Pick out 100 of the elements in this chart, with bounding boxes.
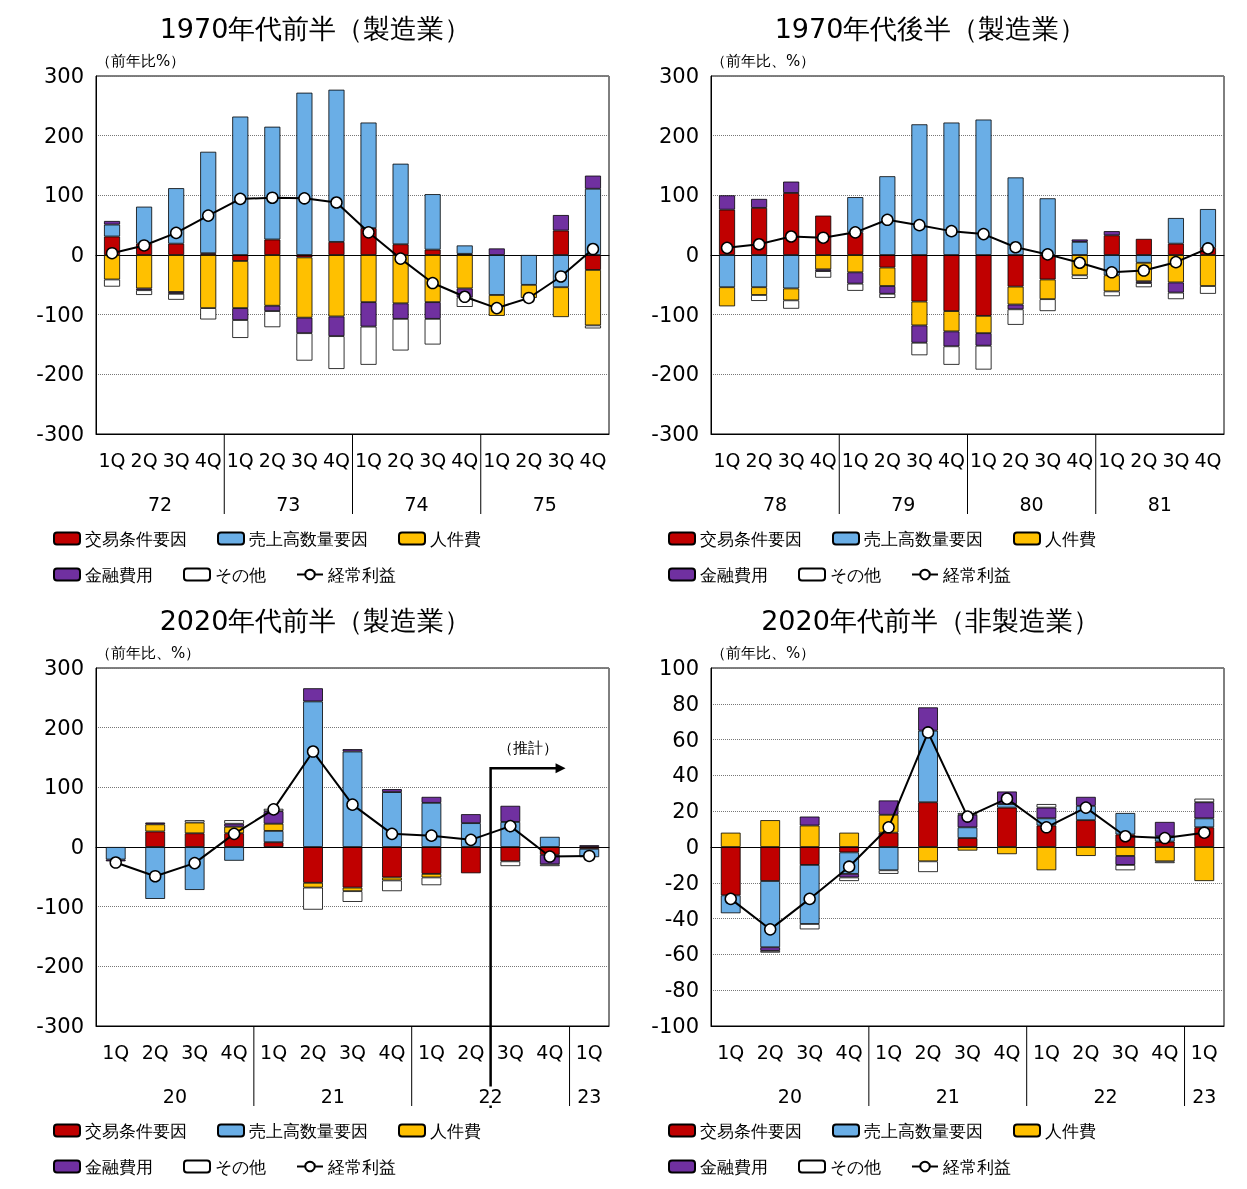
y-tick-label: -100 bbox=[651, 302, 699, 327]
legend-label: その他 bbox=[830, 1156, 881, 1177]
x-tick-label: 1Q bbox=[260, 1040, 288, 1063]
x-tick-label: 2Q bbox=[756, 1040, 784, 1063]
text: 22 bbox=[478, 1085, 503, 1107]
legend-label: 金融費用 bbox=[85, 1156, 153, 1177]
x-tick-label: 4Q bbox=[451, 448, 479, 471]
x-tick-label: 3Q bbox=[777, 448, 805, 471]
y-tick-label: -200 bbox=[36, 362, 84, 387]
x-tick-label: 4Q bbox=[1194, 448, 1222, 471]
legend-label: 交易条件要因 bbox=[700, 1120, 802, 1141]
text: 72 bbox=[148, 493, 173, 515]
x-tick-label: 1Q bbox=[102, 1040, 130, 1063]
x-tick-label: 1Q bbox=[417, 1040, 445, 1063]
x-tick-label: 1Q bbox=[717, 1040, 745, 1063]
y-tick-label: -300 bbox=[36, 422, 84, 446]
y-tick-label: 200 bbox=[43, 123, 84, 148]
x-tick-label: 3Q bbox=[1034, 448, 1062, 471]
x-tick-label: 3Q bbox=[290, 448, 318, 471]
x-tick-label: 3Q bbox=[496, 1040, 524, 1063]
legend-label: 売上高数量要因 bbox=[249, 528, 368, 549]
text: 80 bbox=[1019, 493, 1044, 515]
chart-title: 2020年代前半（非製造業） bbox=[761, 605, 1100, 636]
y-tick-label: 300 bbox=[658, 64, 699, 88]
legend-label: 経常利益 bbox=[327, 564, 396, 585]
y-tick-label: 0 bbox=[70, 835, 84, 859]
text: 78 bbox=[763, 493, 788, 515]
legend-label: 人件費 bbox=[430, 528, 481, 549]
x-tick-label: 2Q bbox=[873, 448, 901, 471]
x-tick-label: 2Q bbox=[258, 448, 286, 471]
x-tick-label: 2Q bbox=[1072, 1040, 1100, 1063]
legend-label: 売上高数量要因 bbox=[864, 1120, 983, 1141]
x-tick-label: 4Q bbox=[536, 1040, 564, 1063]
x-tick-label: 3Q bbox=[953, 1040, 982, 1063]
x-tick-label: 1Q bbox=[875, 1040, 903, 1063]
x-tick-label: 2Q bbox=[1002, 448, 1030, 471]
x-tick-label: 2Q bbox=[130, 448, 158, 471]
x-tick-label: 3Q bbox=[162, 448, 190, 471]
x-tick-label: 1Q bbox=[841, 448, 869, 471]
y-tick-label: 100 bbox=[658, 183, 699, 208]
x-tick-label: 2Q bbox=[387, 448, 415, 471]
y-tick-label: -100 bbox=[36, 302, 84, 327]
legend-label: 人件費 bbox=[430, 1120, 481, 1141]
y-tick-label: 200 bbox=[43, 715, 84, 740]
x-tick-label: 4Q bbox=[809, 448, 837, 471]
x-tick-label: 4Q bbox=[579, 448, 607, 471]
text: 74 bbox=[404, 493, 429, 515]
y-tick-label: -80 bbox=[664, 978, 699, 1003]
y-tick-label: -60 bbox=[664, 942, 699, 967]
x-tick-label: 1Q bbox=[483, 448, 511, 471]
x-tick-label: 1Q bbox=[1098, 448, 1126, 471]
text: 20 bbox=[777, 1085, 803, 1107]
x-tick-label: 1Q bbox=[713, 448, 741, 471]
chart-title: 2020年代前半（製造業） bbox=[159, 605, 472, 636]
chart-title: 1970年代前半（製造業） bbox=[159, 13, 472, 44]
y-tick-label: 100 bbox=[43, 183, 84, 208]
x-tick-label: 4Q bbox=[322, 448, 350, 471]
y-tick-label: -100 bbox=[651, 1014, 699, 1038]
x-tick-label: 1Q bbox=[1190, 1040, 1218, 1063]
legend-label: その他 bbox=[830, 564, 881, 585]
x-tick-label: 1Q bbox=[575, 1040, 603, 1063]
x-tick-label: 1Q bbox=[970, 448, 998, 471]
text: 81 bbox=[1147, 493, 1172, 515]
y-tick-label: -200 bbox=[651, 362, 699, 387]
x-tick-label: 4Q bbox=[1151, 1040, 1179, 1063]
y-axis-title: （前年比、%） bbox=[96, 643, 201, 662]
x-tick-label: 4Q bbox=[835, 1040, 863, 1063]
x-tick-label: 4Q bbox=[1066, 448, 1094, 471]
x-tick-label: 3Q bbox=[338, 1040, 367, 1063]
legend-label: その他 bbox=[215, 564, 266, 585]
x-tick-label: 4Q bbox=[993, 1040, 1021, 1063]
text: 23 bbox=[577, 1085, 602, 1107]
x-tick-label: 1Q bbox=[1032, 1040, 1060, 1063]
annotation: （推計） bbox=[498, 739, 559, 758]
y-tick-label: -40 bbox=[664, 906, 699, 931]
x-tick-label: 1Q bbox=[226, 448, 254, 471]
text: 20 bbox=[162, 1085, 188, 1107]
text: 79 bbox=[891, 493, 916, 515]
y-tick-label: -20 bbox=[664, 870, 699, 895]
legend-label: 経常利益 bbox=[942, 1156, 1011, 1177]
legend-label: 売上高数量要因 bbox=[249, 1120, 368, 1141]
y-axis-title: （前年比、%） bbox=[711, 643, 816, 662]
x-tick-label: 4Q bbox=[937, 448, 965, 471]
x-tick-label: 2Q bbox=[299, 1040, 327, 1063]
text: 21 bbox=[320, 1085, 345, 1107]
y-tick-label: 40 bbox=[672, 763, 699, 788]
y-tick-label: 60 bbox=[672, 727, 699, 752]
legend-label: 交易条件要因 bbox=[85, 528, 187, 549]
x-tick-label: 2Q bbox=[457, 1040, 485, 1063]
text: 23 bbox=[1192, 1085, 1217, 1107]
y-axis-title: （前年比、%） bbox=[711, 51, 816, 70]
legend-label: 人件費 bbox=[1045, 1120, 1096, 1141]
legend-label: 交易条件要因 bbox=[85, 1120, 187, 1141]
x-tick-label: 3Q bbox=[1162, 448, 1190, 471]
legend-label: 金融費用 bbox=[700, 1156, 768, 1177]
y-tick-label: 100 bbox=[43, 775, 84, 800]
x-tick-label: 3Q bbox=[419, 448, 447, 471]
x-tick-label: 2Q bbox=[745, 448, 773, 471]
x-tick-label: 1Q bbox=[98, 448, 126, 471]
legend-label: 金融費用 bbox=[700, 564, 768, 585]
